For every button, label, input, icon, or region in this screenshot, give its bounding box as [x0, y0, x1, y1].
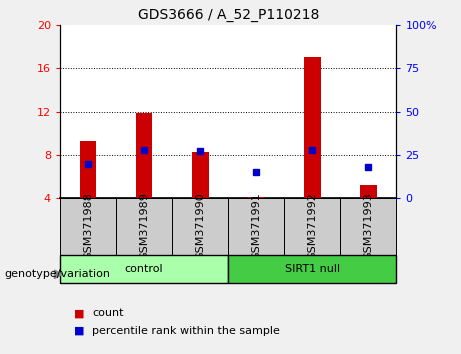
Text: SIRT1 null: SIRT1 null: [285, 264, 340, 274]
Bar: [60, 255, 228, 283]
Polygon shape: [54, 270, 63, 279]
Bar: [136, 113, 153, 198]
Bar: [228, 198, 284, 255]
Bar: [172, 198, 228, 255]
Title: GDS3666 / A_52_P110218: GDS3666 / A_52_P110218: [137, 8, 319, 22]
Text: GSM371993: GSM371993: [363, 193, 373, 261]
Bar: [360, 185, 377, 198]
Bar: [228, 255, 396, 283]
Text: GSM371991: GSM371991: [251, 193, 261, 261]
Text: percentile rank within the sample: percentile rank within the sample: [92, 326, 280, 336]
Text: genotype/variation: genotype/variation: [5, 269, 111, 279]
Bar: [192, 152, 208, 198]
Text: count: count: [92, 308, 124, 318]
Text: control: control: [125, 264, 163, 274]
Text: GSM371988: GSM371988: [83, 193, 93, 261]
Text: GSM371990: GSM371990: [195, 193, 205, 261]
Text: GSM371989: GSM371989: [139, 193, 149, 261]
Text: GSM371992: GSM371992: [307, 193, 317, 261]
Bar: [284, 198, 340, 255]
Text: ■: ■: [74, 326, 84, 336]
Bar: [340, 198, 396, 255]
Bar: [304, 57, 321, 198]
Bar: [60, 198, 116, 255]
Bar: [248, 197, 265, 198]
Bar: [80, 141, 96, 198]
Text: ■: ■: [74, 308, 84, 318]
Bar: [116, 198, 172, 255]
